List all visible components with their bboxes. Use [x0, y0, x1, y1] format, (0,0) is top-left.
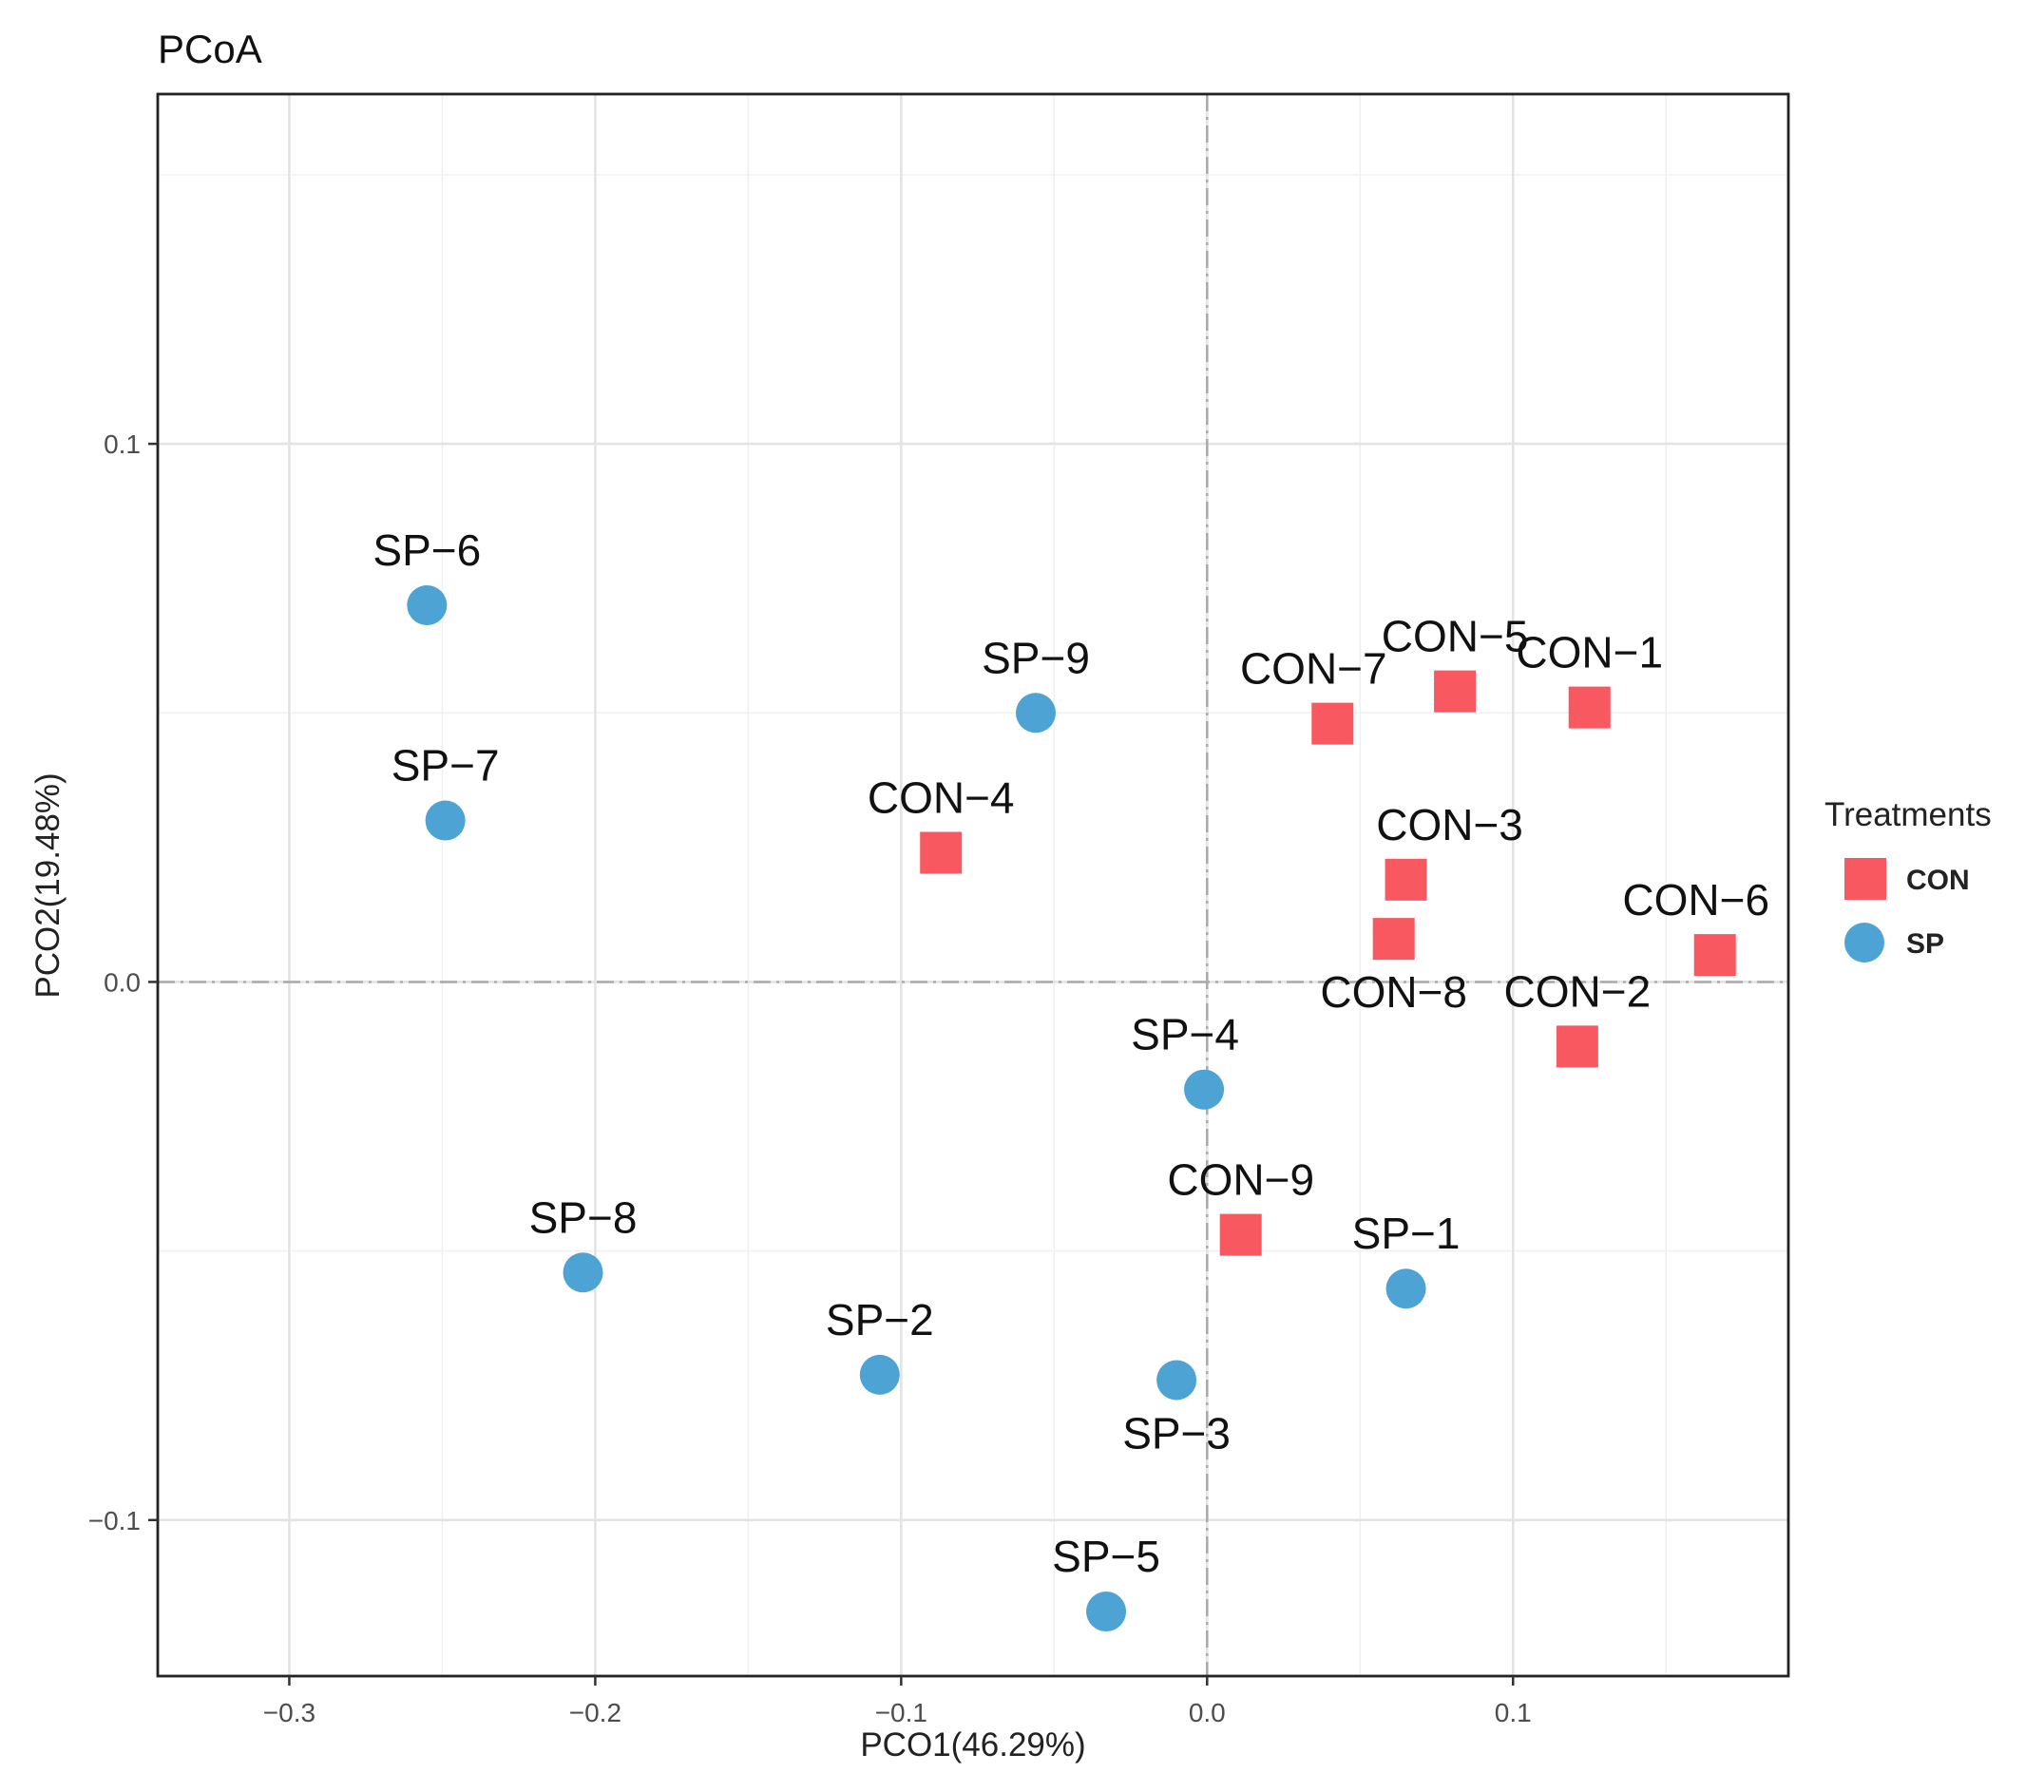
legend-key-sp [1844, 923, 1884, 963]
point-label: SP−1 [1352, 1209, 1461, 1258]
y-tick-label: 0.0 [104, 967, 141, 997]
data-point-sp [425, 800, 466, 841]
x-tick-label: −0.3 [263, 1698, 315, 1727]
data-point-sp [1016, 693, 1056, 734]
point-label: SP−4 [1131, 1010, 1239, 1059]
data-point-sp [1156, 1360, 1197, 1401]
data-point-sp [407, 585, 448, 626]
x-tick-label: 0.0 [1189, 1698, 1226, 1727]
point-label: SP−3 [1122, 1409, 1231, 1458]
legend-key-con [1844, 858, 1886, 900]
data-point-con [1556, 1025, 1598, 1068]
x-tick-label: 0.1 [1495, 1698, 1532, 1727]
data-point-con [1385, 858, 1427, 901]
data-point-sp [563, 1252, 603, 1293]
legend-title: Treatments [1824, 796, 1992, 833]
zero-reference-lines [158, 94, 1788, 1676]
point-label: CON−4 [868, 773, 1015, 823]
point-label: SP−5 [1052, 1532, 1160, 1581]
data-point-con [1219, 1213, 1262, 1256]
legend: Treatments CON SP [1824, 796, 1992, 963]
y-tick-label: −0.1 [88, 1506, 141, 1535]
data-point-con [1434, 670, 1477, 713]
chart-title: PCoA [158, 27, 262, 71]
data-point-sp [1086, 1592, 1127, 1632]
point-labels: CON−1 CON−2 CON−3 CON−4 CON−5 CON−6 CON−7 CON−8… [373, 525, 1769, 1581]
data-point-sp [1184, 1069, 1225, 1110]
data-point-con [1568, 686, 1611, 729]
point-label: CON−9 [1167, 1155, 1314, 1205]
legend-label-sp: SP [1906, 928, 1944, 960]
point-label: CON−1 [1516, 628, 1663, 677]
point-label: SP−7 [392, 741, 500, 791]
y-axis-title: PCO2(19.48%) [29, 772, 67, 998]
point-label: CON−2 [1504, 966, 1652, 1016]
point-label: SP−9 [982, 633, 1090, 682]
data-point-con [1372, 918, 1415, 961]
x-axis-title: PCO1(46.29%) [860, 1726, 1085, 1763]
data-point-sp [1385, 1268, 1426, 1309]
data-point-con [920, 831, 963, 874]
x-axis-ticks: −0.3 −0.2 −0.1 0.0 0.1 [263, 1676, 1532, 1727]
point-label: SP−8 [529, 1192, 638, 1242]
y-tick-label: 0.1 [104, 429, 141, 459]
legend-label-con: CON [1906, 865, 1970, 896]
x-tick-label: −0.1 [875, 1698, 927, 1727]
x-tick-label: −0.2 [569, 1698, 621, 1727]
point-label: CON−8 [1320, 967, 1467, 1017]
data-point-con [1693, 934, 1736, 977]
data-points [407, 585, 1736, 1632]
point-label: SP−6 [373, 525, 481, 575]
point-label: CON−6 [1622, 875, 1769, 925]
grid-lines [158, 94, 1788, 1676]
y-axis-ticks: −0.1 0.0 0.1 [88, 429, 158, 1535]
point-label: CON−7 [1240, 644, 1387, 694]
point-label: CON−3 [1376, 800, 1523, 849]
plot-panel-border [156, 92, 1790, 1678]
data-point-sp [859, 1354, 900, 1395]
data-point-con [1311, 702, 1354, 745]
point-label: SP−2 [826, 1295, 934, 1344]
point-label: CON−5 [1382, 612, 1529, 661]
